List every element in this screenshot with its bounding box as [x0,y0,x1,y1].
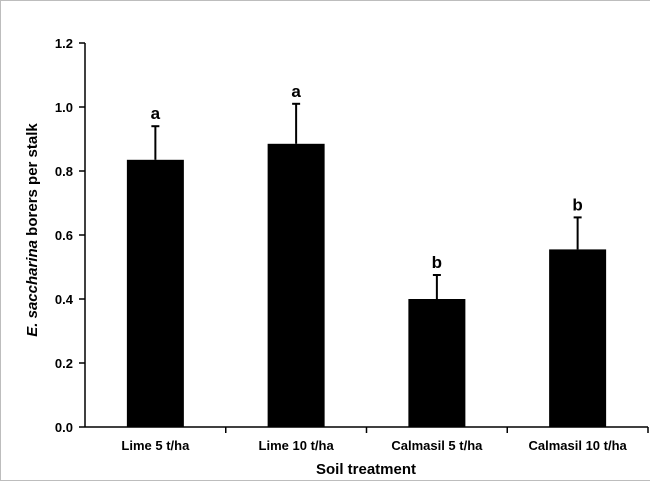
x-axis: Lime 5 t/ha Lime 10 t/ha Calmasil 5 t/ha Ca… [85,426,649,453]
y-axis-title-species: E. saccharina [24,240,41,337]
y-tick-label: 0.2 [55,356,73,371]
y-tick-label: 0.0 [55,420,73,435]
y-tick-label: 0.4 [55,292,74,307]
bar [126,159,184,428]
x-tick-label: Lime 10 t/ha [259,438,335,453]
bar [549,249,607,427]
y-axis-title: E. saccharina borers per stalk [24,123,41,337]
x-tick-label: Calmasil 10 t/ha [528,438,627,453]
y-tick-label: 1.2 [55,36,73,51]
significance-letter: b [432,253,442,272]
x-tick-label: Calmasil 5 t/ha [391,438,483,453]
significance-letter: a [151,104,161,123]
x-axis-title: Soil treatment [316,461,416,478]
bar [408,299,466,427]
x-tick-label: Lime 5 t/ha [121,438,190,453]
y-axis: 0.0 0.2 0.4 0.6 0.8 1.0 1.2 [55,36,86,435]
bar [267,143,325,428]
y-axis-title-rest: borers per stalk [24,123,41,240]
y-tick-label: 0.8 [55,164,73,179]
significance-letter: a [291,82,301,101]
significance-letter: b [572,195,582,214]
y-tick-label: 0.6 [55,228,73,243]
y-tick-label: 1.0 [55,100,73,115]
bars: a a b b [126,82,607,428]
